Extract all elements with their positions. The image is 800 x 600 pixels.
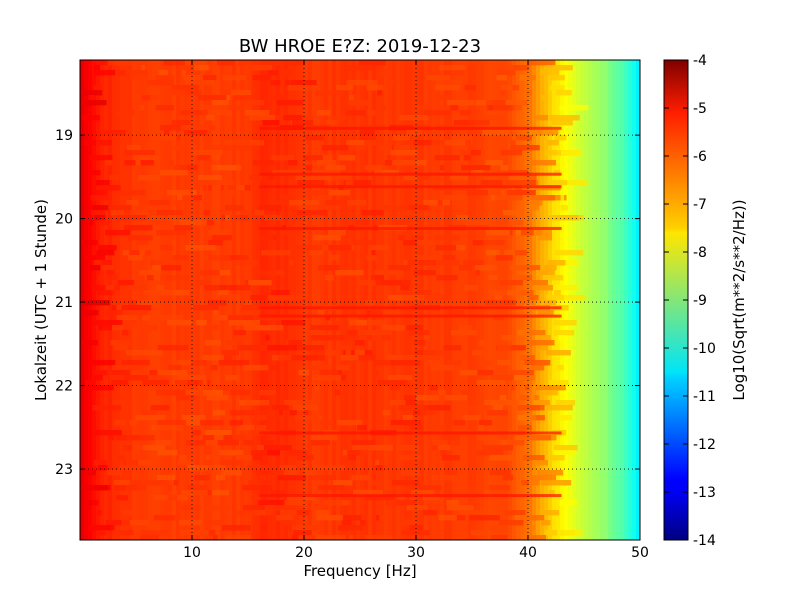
colorbar-tick-label: -4 [693,53,707,69]
colorbar-tick-label: -11 [693,389,716,405]
x-axis-label: Frequency [Hz] [303,562,416,580]
colorbar-tick-label: -9 [693,293,707,309]
x-axis-ticks: 10 20 30 40 50 [183,60,649,561]
x-tick-label: 10 [183,545,201,561]
colorbar-tick-label: -7 [693,197,707,213]
grid-lines [80,60,640,540]
y-tick-label: 22 [55,379,73,395]
y-axis-label: Lokalzeit (UTC + 1 Stunde) [32,199,50,401]
y-tick-label: 23 [55,462,73,478]
colorbar-tick-label: -14 [693,533,716,549]
colorbar-tick-label: -12 [693,437,716,453]
y-tick-label: 19 [55,128,73,144]
x-tick-label: 40 [519,545,537,561]
colorbar-tick-label: -8 [693,245,707,261]
x-tick-label: 50 [631,545,649,561]
colorbar-tick-label: -5 [693,101,707,117]
chart-title: BW HROE E?Z: 2019-12-23 [239,36,481,57]
colorbar-tick-label: -13 [693,485,716,501]
colorbar-tick-label: -10 [693,341,716,357]
colorbar-ticks: -4 -5 -6 -7 -8 -9 -10 -11 -12 -13 -14 [664,53,716,549]
plot-frame [79,59,641,541]
colorbar-tick-label: -6 [693,149,707,165]
y-axis-ticks: 19 20 21 22 23 [55,128,640,478]
x-tick-label: 30 [407,545,425,561]
x-tick-label: 20 [295,545,313,561]
colorbar-label: Log10(Sqrt(m**2/s**2/Hz)) [730,199,748,400]
y-tick-label: 21 [55,295,73,311]
y-tick-label: 20 [55,212,73,228]
spectrogram-heatmap [80,60,640,540]
